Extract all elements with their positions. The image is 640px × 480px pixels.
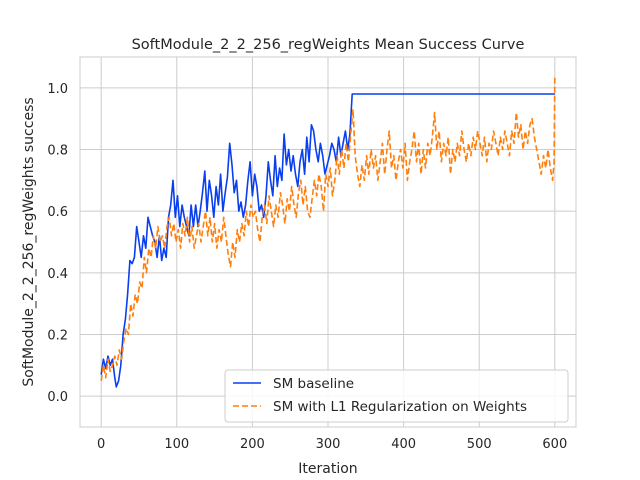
y-tick-label: 0.0 xyxy=(47,390,68,405)
x-tick-label: 500 xyxy=(467,437,492,452)
series-line-2 xyxy=(100,75,556,381)
chart-title: SoftModule_2_2_256_regWeights Mean Succe… xyxy=(132,37,525,53)
x-tick-label: 100 xyxy=(164,437,189,452)
plot-frame xyxy=(79,56,577,428)
series-layer xyxy=(100,75,556,388)
series-line-1 xyxy=(100,93,555,388)
y-tick-label: 0.2 xyxy=(47,329,68,344)
y-tick-label: 0.8 xyxy=(47,144,68,159)
x-tick-label: 400 xyxy=(391,437,416,452)
legend-box xyxy=(224,369,569,423)
x-axis-label: Iteration xyxy=(298,461,357,477)
x-tick-label: 200 xyxy=(240,437,265,452)
x-tick-labels: 0 100 200 300 400 500 600 xyxy=(97,437,567,452)
legend: SM baseline SM with L1 Regularization on … xyxy=(224,369,569,423)
y-tick-label: 1.0 xyxy=(47,82,68,97)
legend-label-1: SM baseline xyxy=(273,376,354,392)
x-tick-label: 0 xyxy=(97,437,105,452)
y-tick-label: 0.6 xyxy=(47,205,68,220)
y-axis-label: SoftModule_2_2_256_regWeights success xyxy=(21,97,37,386)
x-tick-label: 600 xyxy=(542,437,567,452)
y-tick-label: 0.4 xyxy=(47,267,68,282)
y-tick-labels: 0.0 0.2 0.4 0.6 0.8 1.0 xyxy=(47,82,68,405)
legend-label-2: SM with L1 Regularization on Weights xyxy=(273,399,527,415)
x-tick-label: 300 xyxy=(316,437,341,452)
